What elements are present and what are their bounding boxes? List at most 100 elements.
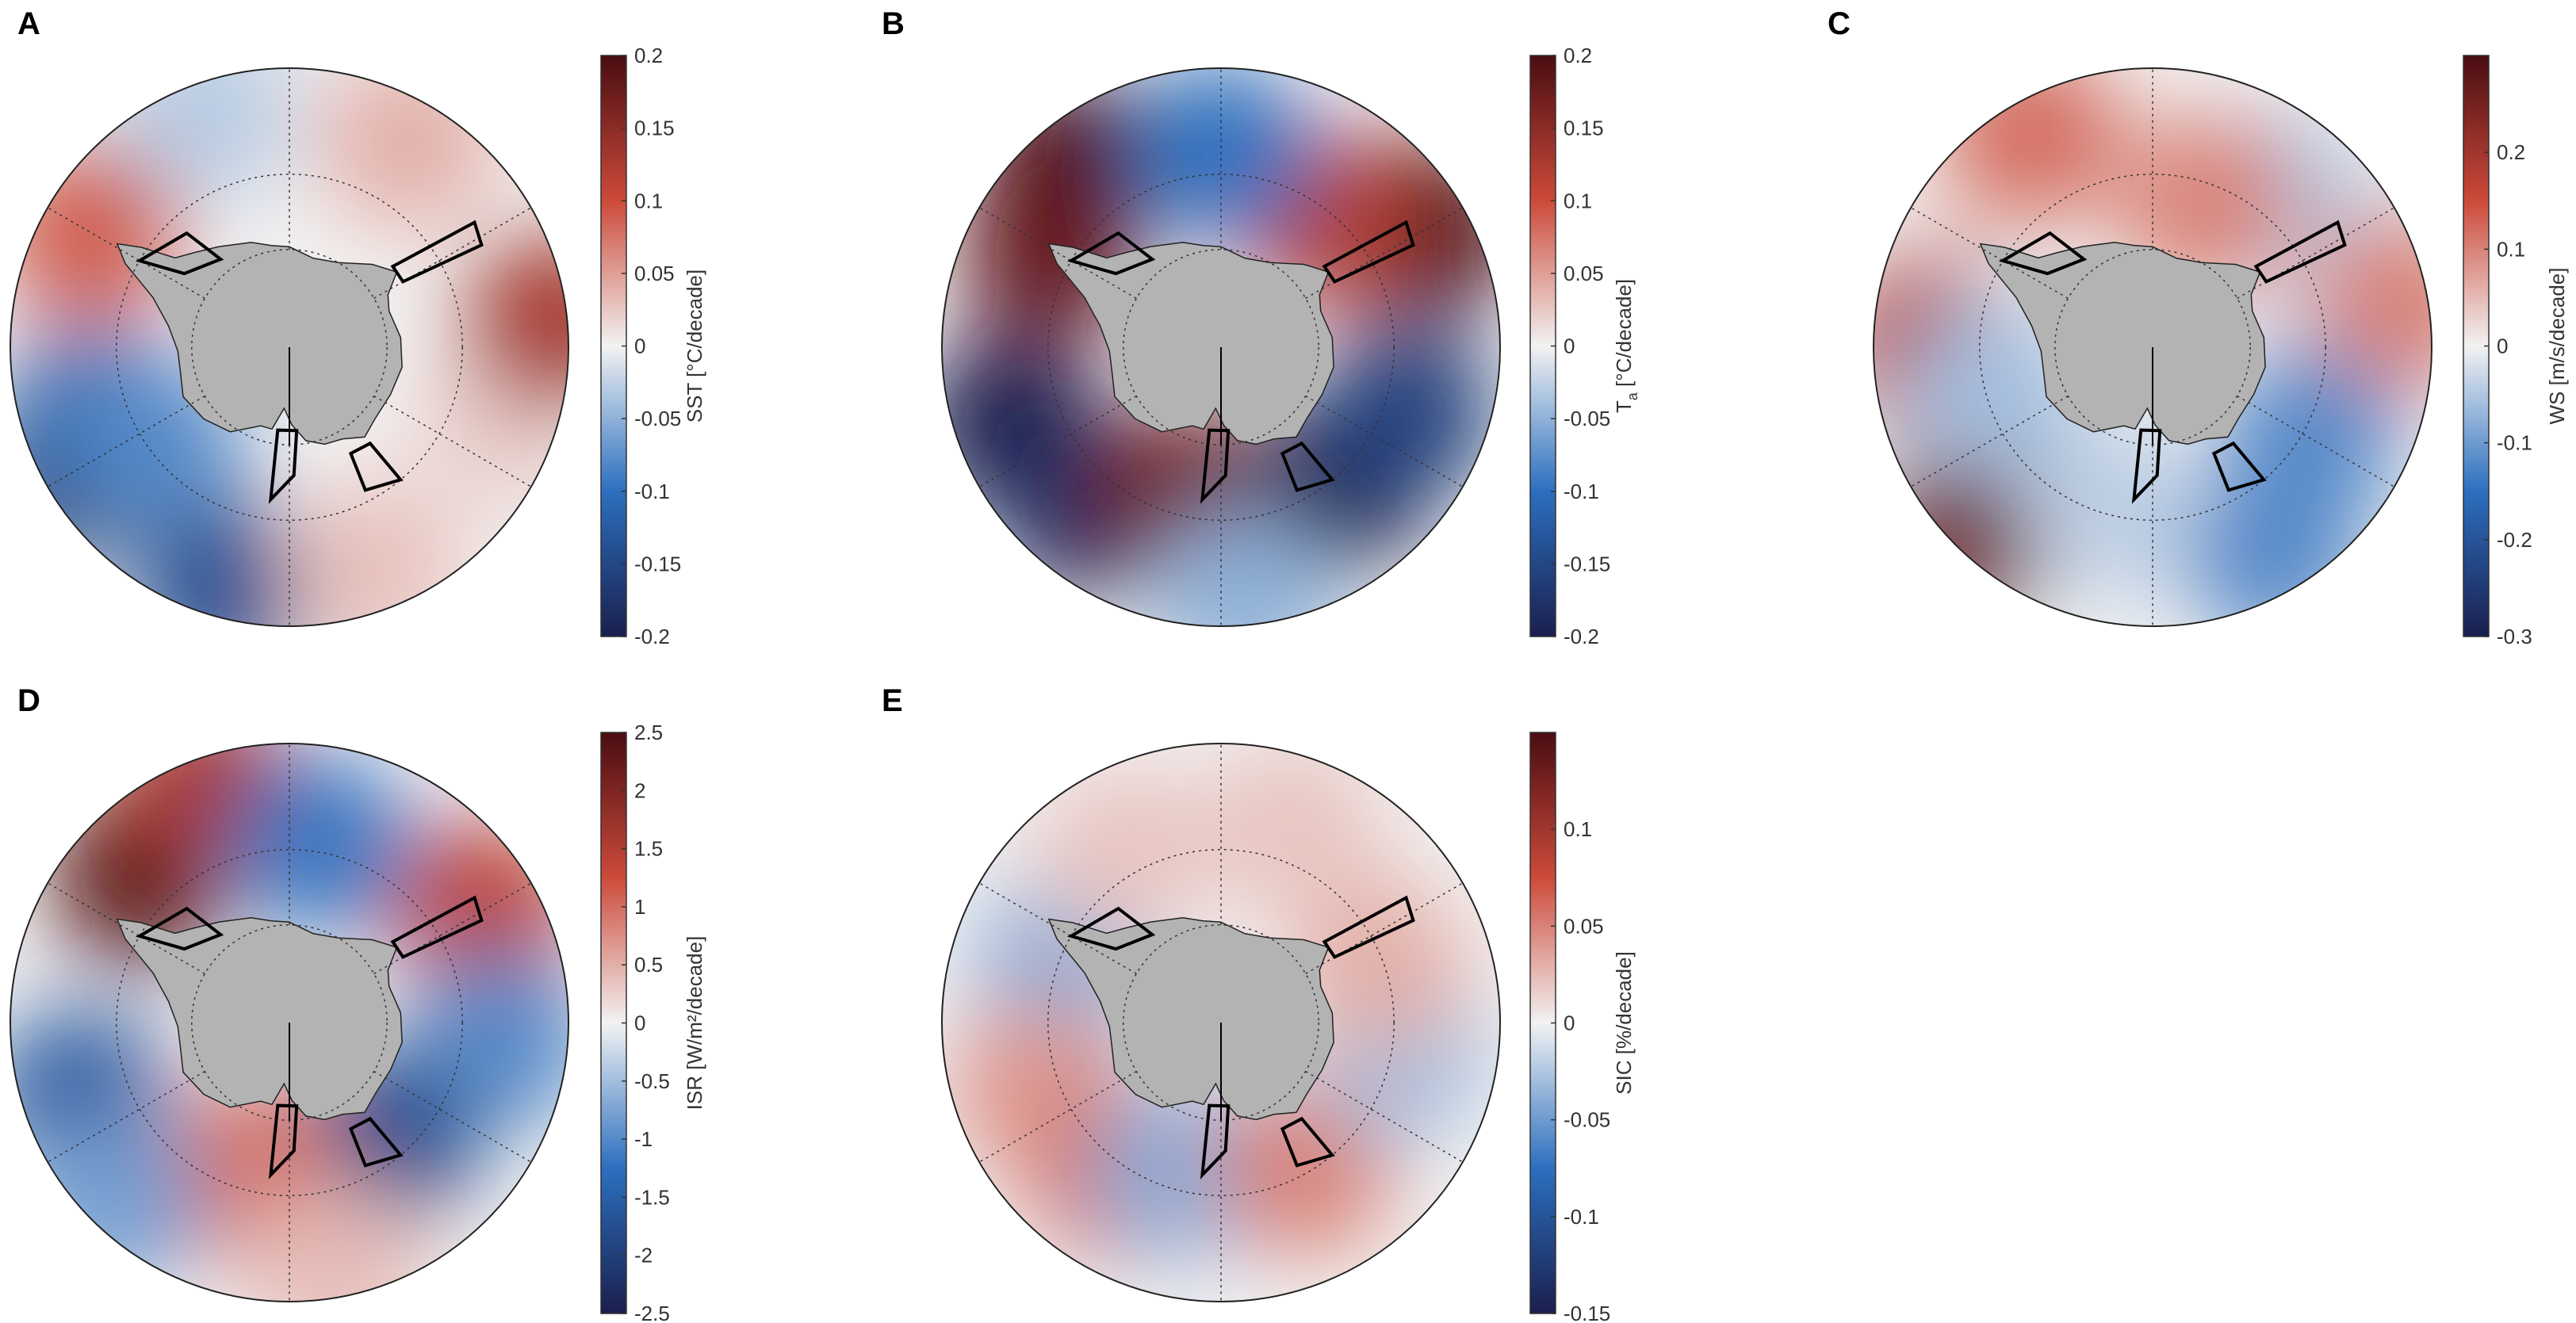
study-region-2 bbox=[390, 895, 484, 959]
colorbar-e: 0.1 0.05 0 -0.05 -0.1 -0.15 SIC [%/decade] bbox=[1529, 732, 1636, 1323]
meridian-line-6 bbox=[47, 882, 205, 975]
study-region-2 bbox=[1322, 220, 1415, 284]
anomaly-region-11 bbox=[1153, 507, 1333, 626]
colorbar-tick-label: 0 bbox=[1564, 335, 1575, 358]
anomaly-region-6 bbox=[2310, 214, 2432, 393]
study-region-3 bbox=[1200, 1103, 1231, 1180]
antarctica-landmass bbox=[1979, 241, 2266, 445]
latitude-circle-2 bbox=[1979, 174, 2326, 521]
colorbar-tick-label: 0.15 bbox=[634, 117, 675, 140]
latitude-circle-2 bbox=[116, 849, 463, 1196]
map-frame bbox=[941, 743, 1501, 1302]
meridian-line-6 bbox=[978, 207, 1137, 300]
meridian-line-2 bbox=[2237, 207, 2395, 300]
anomaly-region-9 bbox=[464, 235, 568, 414]
panel-label-e: E bbox=[882, 683, 903, 718]
anomaly-region-9 bbox=[1034, 763, 1213, 943]
colorbar-tick-label: -0.15 bbox=[634, 552, 681, 575]
meridian-line-3 bbox=[373, 395, 532, 488]
latitude-circle-2 bbox=[1047, 849, 1395, 1196]
colorbar-tick-label: 2.5 bbox=[634, 721, 663, 744]
antarctica-landmass bbox=[1047, 241, 1334, 445]
study-region-4 bbox=[348, 1116, 404, 1168]
study-region-3 bbox=[1200, 428, 1231, 504]
anomaly-region-10 bbox=[1315, 324, 1495, 503]
colorbar-c: 0.2 0.1 0 -0.1 -0.2 -0.3 WS [m/s/decade] bbox=[2463, 55, 2569, 648]
colorbar-tick-label: 0.1 bbox=[1564, 817, 1592, 841]
panel-a-map bbox=[10, 67, 569, 627]
panel-e-map bbox=[941, 743, 1501, 1302]
colorbar-tick-label: 0.05 bbox=[1564, 262, 1604, 285]
meridian-line-5 bbox=[978, 395, 1137, 488]
colorbar-tick-label: -0.1 bbox=[1564, 480, 1599, 503]
panel-d-map bbox=[10, 743, 569, 1302]
anomaly-region-8 bbox=[1203, 744, 1382, 916]
panel-label-d: D bbox=[17, 683, 40, 718]
colorbar-d: 2.5 2 1.5 1 0.5 0 -0.5 -1 -1.5 -2 -2.5 ISR [W/m²/de… bbox=[600, 721, 706, 1323]
colorbar-tick-label: -0.15 bbox=[1564, 552, 1610, 575]
colorbar-tick-label: -0.05 bbox=[634, 407, 681, 430]
colorbar-tick-label: -0.05 bbox=[1564, 1108, 1610, 1132]
meridian-line-3 bbox=[1305, 1070, 1464, 1163]
colorbar-tick-label: -0.1 bbox=[634, 480, 670, 503]
colorbar-tick-label: 0 bbox=[634, 335, 645, 358]
meridian-line-6 bbox=[978, 882, 1137, 975]
colorbar-tick-label: -0.1 bbox=[1564, 1205, 1599, 1229]
colorbar-tick-label: 0.2 bbox=[1564, 44, 1592, 67]
colorbar-a: 0.2 0.15 0.1 0.05 0 -0.05 -0.1 -0.15 -0.2 SST [°C… bbox=[600, 44, 706, 648]
colorbar-tick-label: -0.2 bbox=[1564, 625, 1599, 648]
study-region-2 bbox=[2253, 220, 2347, 284]
colorbar-tick-label: -0.15 bbox=[1564, 1302, 1610, 1323]
meridian-line-3 bbox=[2237, 395, 2395, 488]
meridian-line-2 bbox=[373, 207, 532, 300]
anomaly-region-10 bbox=[1901, 301, 2080, 480]
panel-b-map bbox=[941, 67, 1501, 627]
anomaly-region-10 bbox=[243, 1180, 423, 1302]
study-region-4 bbox=[2211, 441, 2267, 492]
colorbar-label: Ta [°C/decade] bbox=[1612, 279, 1640, 413]
colorbar-tick-label: 0.05 bbox=[1564, 914, 1604, 938]
colorbar-tick-label: 1.5 bbox=[634, 837, 663, 861]
colorbar-tick-label: -0.2 bbox=[634, 625, 670, 648]
anomaly-region-8 bbox=[2181, 463, 2361, 626]
study-region-1 bbox=[1998, 231, 2088, 276]
map-frame bbox=[10, 743, 569, 1302]
panel-c-map bbox=[1873, 67, 2432, 627]
antarctica-landmass bbox=[1047, 916, 1334, 1121]
colorbar-tick-label: -2.5 bbox=[634, 1302, 670, 1323]
map-frame bbox=[10, 67, 569, 627]
anomaly-region-10 bbox=[114, 68, 293, 201]
study-region-2 bbox=[1322, 895, 1415, 959]
study-region-3 bbox=[268, 1103, 299, 1180]
colorbar-tick-label: -2 bbox=[634, 1244, 653, 1268]
colorbar-tick-label: 0 bbox=[2497, 335, 2508, 358]
colorbar-tick-label: 0.05 bbox=[634, 262, 675, 285]
colorbar-tick-label: -0.3 bbox=[2497, 625, 2532, 648]
colorbar-b: 0.2 0.15 0.1 0.05 0 -0.05 -0.1 -0.15 -0.2 Ta [°C/… bbox=[1529, 44, 1640, 648]
antarctica-landmass bbox=[116, 916, 403, 1121]
map-frame bbox=[941, 67, 1501, 627]
meridian-line-3 bbox=[373, 1070, 532, 1163]
colorbar-tick-label: -0.05 bbox=[1564, 407, 1610, 430]
panel-label-b: B bbox=[882, 6, 905, 41]
meridian-line-6 bbox=[47, 207, 205, 300]
colorbar-tick-label: 2 bbox=[634, 778, 645, 802]
colorbar-tick-label: 0.1 bbox=[2497, 237, 2525, 261]
study-region-1 bbox=[1066, 906, 1156, 951]
meridian-line-5 bbox=[47, 1070, 205, 1163]
anomaly-region-4 bbox=[135, 500, 314, 626]
colorbar-tick-label: 0.2 bbox=[634, 44, 663, 67]
colorbar-tick-label: 0 bbox=[634, 1011, 645, 1035]
colorbar-tick-label: 0.5 bbox=[634, 953, 663, 977]
study-region-1 bbox=[135, 231, 224, 276]
colorbar-tick-label: 0.1 bbox=[634, 189, 663, 212]
colorbar-tick-label: -0.5 bbox=[634, 1069, 670, 1093]
meridian-line-2 bbox=[1305, 882, 1464, 975]
meridian-line-5 bbox=[47, 395, 205, 488]
study-region-4 bbox=[1280, 1116, 1335, 1168]
anomaly-region-9 bbox=[2019, 419, 2199, 598]
colorbar-label: SIC [%/decade] bbox=[1612, 951, 1636, 1095]
panel-label-a: A bbox=[17, 6, 40, 41]
